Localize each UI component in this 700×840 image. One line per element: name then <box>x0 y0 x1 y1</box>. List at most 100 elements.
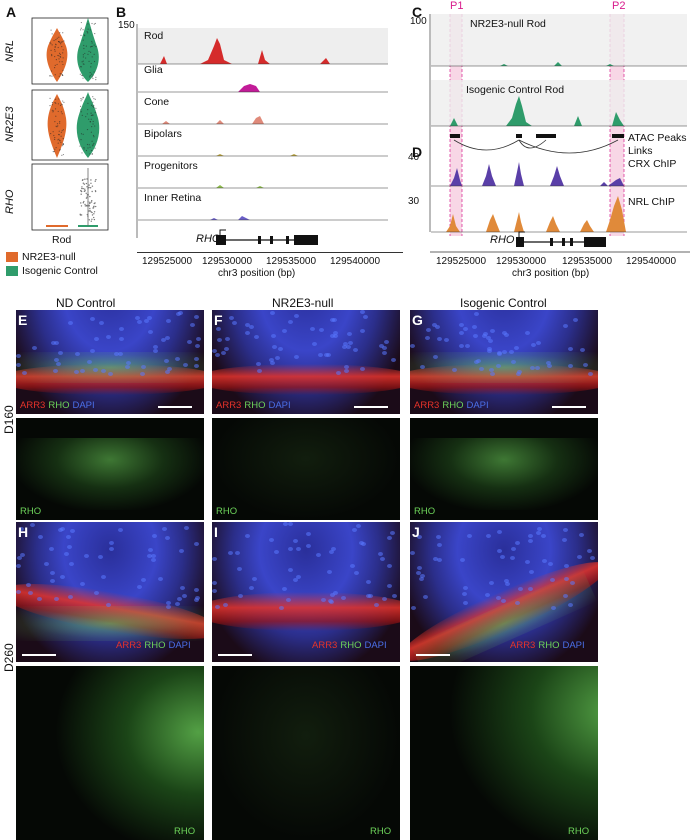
nucleus <box>373 602 379 607</box>
nucleus <box>234 550 240 555</box>
nucleus <box>281 329 287 334</box>
nucleus <box>515 600 521 605</box>
nucleus <box>518 586 524 591</box>
cd-tracks <box>429 14 690 253</box>
nucleus <box>255 361 261 366</box>
nucleus <box>53 369 59 374</box>
nucleus <box>524 559 530 564</box>
nucleus <box>501 599 507 604</box>
nucleus <box>496 549 502 554</box>
nucleus <box>387 535 393 540</box>
nucleus <box>342 341 348 346</box>
scale-bar <box>158 406 192 408</box>
nucleus <box>158 577 164 582</box>
nucleus <box>271 344 277 349</box>
c-ymax: 100 <box>410 16 427 27</box>
nucleus <box>576 554 582 559</box>
nucleus <box>193 356 199 361</box>
nucleus <box>153 344 159 349</box>
legend-label-control: Isogenic Control <box>22 265 98 277</box>
b-rod-peaks <box>138 38 388 64</box>
stain-label-dapi: DAPI <box>364 640 387 651</box>
nucleus <box>144 319 150 324</box>
nucleus <box>564 576 570 581</box>
nucleus <box>501 349 507 354</box>
nucleus <box>293 355 299 360</box>
d-crx-ymax: 40 <box>408 152 420 163</box>
nucleus <box>187 339 193 344</box>
rho-channel-micrograph-nd-control-d160 <box>16 418 204 520</box>
nucleus <box>296 547 301 552</box>
nucleus <box>93 336 99 341</box>
nucleus <box>212 589 218 594</box>
nucleus <box>451 368 457 373</box>
nucleus <box>153 349 159 354</box>
nucleus <box>387 564 393 569</box>
nucleus <box>16 354 22 359</box>
nucleus <box>570 581 576 586</box>
nucleus <box>275 355 281 360</box>
nucleus <box>535 366 541 371</box>
nucleus <box>462 591 468 596</box>
nucleus <box>288 567 294 572</box>
nucleus <box>389 530 395 535</box>
stain-label-dapi: DAPI <box>268 400 291 411</box>
nucleus <box>184 526 190 531</box>
nucleus <box>416 570 422 575</box>
nucleus <box>18 527 24 532</box>
nucleus <box>306 543 312 548</box>
nucleus <box>496 351 502 356</box>
nucleus <box>391 594 397 599</box>
violin-frame-nrl <box>31 17 109 85</box>
nucleus <box>550 577 556 582</box>
nucleus <box>410 605 416 610</box>
nucleus <box>80 582 86 586</box>
nucleus <box>578 533 584 538</box>
nucleus <box>546 363 552 368</box>
nucleus <box>107 372 113 377</box>
nucleus <box>124 364 130 369</box>
nucleus <box>244 534 250 539</box>
nucleus <box>473 311 479 316</box>
b-tick-3: 129535000 <box>266 256 317 267</box>
nucleus <box>564 563 570 568</box>
stain-label-rho: RHO <box>144 640 166 651</box>
nucleus <box>286 597 292 602</box>
merged-micrograph-nr2e3-null-d160 <box>212 310 400 414</box>
nucleus <box>38 535 44 540</box>
nucleus <box>541 559 547 564</box>
nucleus <box>87 359 93 364</box>
col-header-isogenic-control: Isogenic Control <box>460 296 547 310</box>
violin-frame-rho <box>31 163 109 231</box>
nucleus <box>351 528 357 533</box>
nucleus <box>165 605 171 610</box>
nucleus <box>435 535 441 540</box>
b-cone-peaks <box>138 116 388 124</box>
nucleus <box>350 563 356 568</box>
nucleus <box>16 589 22 594</box>
nucleus <box>282 522 288 527</box>
rho-signal <box>410 351 598 383</box>
nucleus <box>43 561 49 566</box>
nucleus <box>182 594 188 599</box>
nucleus <box>433 557 439 561</box>
nucleus <box>67 321 73 326</box>
d-gene-label: RHO <box>490 234 515 246</box>
nucleus <box>434 324 440 329</box>
nucleus <box>93 367 99 372</box>
stain-label-rho-single: RHO <box>174 826 196 837</box>
nucleus <box>488 581 494 586</box>
nucleus <box>475 358 481 363</box>
nucleus <box>224 347 230 352</box>
nucleus <box>183 362 189 367</box>
merged-micrograph-nr2e3-null-d260 <box>212 522 400 662</box>
nucleus <box>365 580 371 585</box>
nucleus <box>223 603 229 607</box>
nucleus <box>119 336 125 341</box>
stain-label-arr3: ARR3 <box>312 640 338 651</box>
stain-label-rho-single: RHO <box>20 506 42 517</box>
nucleus <box>193 541 199 546</box>
nucleus <box>486 533 492 538</box>
nucleus <box>150 557 156 562</box>
b-track-inner-retina: Inner Retina <box>144 192 202 204</box>
